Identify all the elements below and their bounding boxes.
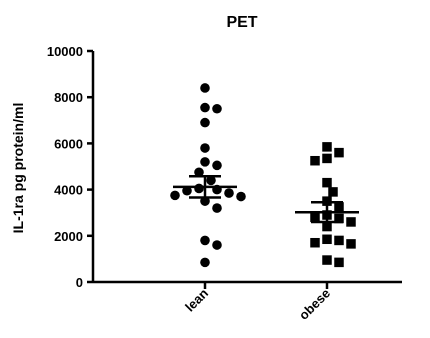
data-point-lean: [212, 160, 222, 171]
data-point-lean: [236, 191, 246, 202]
data-point-obese: [322, 234, 332, 245]
y-tick-label: 0: [76, 275, 83, 290]
y-ticks: 0 2000 4000 6000 8000 10000: [47, 44, 93, 290]
data-point-lean: [200, 83, 210, 93]
data-point-lean: [224, 188, 234, 198]
data-point-obese: [310, 155, 320, 166]
y-tick-label: 2000: [54, 229, 83, 244]
data-point-lean: [194, 167, 204, 178]
data-point-lean: [200, 257, 210, 268]
x-tick-label-lean: lean: [182, 285, 211, 314]
data-point-obese: [310, 237, 320, 248]
mean-sem-bars: [173, 174, 359, 224]
y-tick-label: 4000: [54, 183, 83, 198]
data-point-obese: [346, 239, 356, 249]
data-point-lean: [200, 143, 210, 153]
data-point-obese: [322, 177, 332, 188]
data-point-obese: [322, 142, 332, 152]
data-point-lean: [206, 175, 216, 186]
y-tick-label: 6000: [54, 136, 83, 151]
data-point-lean: [200, 157, 210, 167]
data-point-obese: [334, 235, 344, 246]
data-point-obese: [334, 257, 344, 268]
y-axis-label: IL-1ra pg protein/ml: [10, 103, 26, 234]
data-point-lean: [200, 117, 210, 128]
data-point-lean: [170, 190, 180, 201]
data-point-lean: [200, 235, 210, 246]
x-tick-label-obese: obese: [296, 286, 333, 323]
y-tick-label: 10000: [47, 44, 83, 59]
data-point-lean: [194, 183, 204, 194]
y-tick-label: 8000: [54, 90, 83, 105]
data-points: [170, 83, 356, 268]
data-point-obese: [328, 187, 338, 197]
data-point-lean: [200, 196, 210, 206]
data-point-lean: [200, 102, 210, 113]
chart-title: PET: [226, 14, 257, 31]
data-point-obese: [322, 221, 332, 232]
data-point-obese: [310, 212, 320, 223]
data-point-lean: [212, 240, 222, 250]
data-point-obese: [334, 147, 344, 158]
data-point-lean: [182, 185, 192, 196]
x-categories: lean obese: [182, 282, 333, 323]
data-point-obese: [322, 255, 332, 265]
data-point-obese: [334, 202, 344, 212]
data-point-obese: [346, 217, 356, 227]
data-point-lean: [212, 203, 222, 213]
data-point-obese: [322, 153, 332, 164]
data-point-obese: [334, 213, 344, 224]
data-point-lean: [212, 103, 222, 114]
